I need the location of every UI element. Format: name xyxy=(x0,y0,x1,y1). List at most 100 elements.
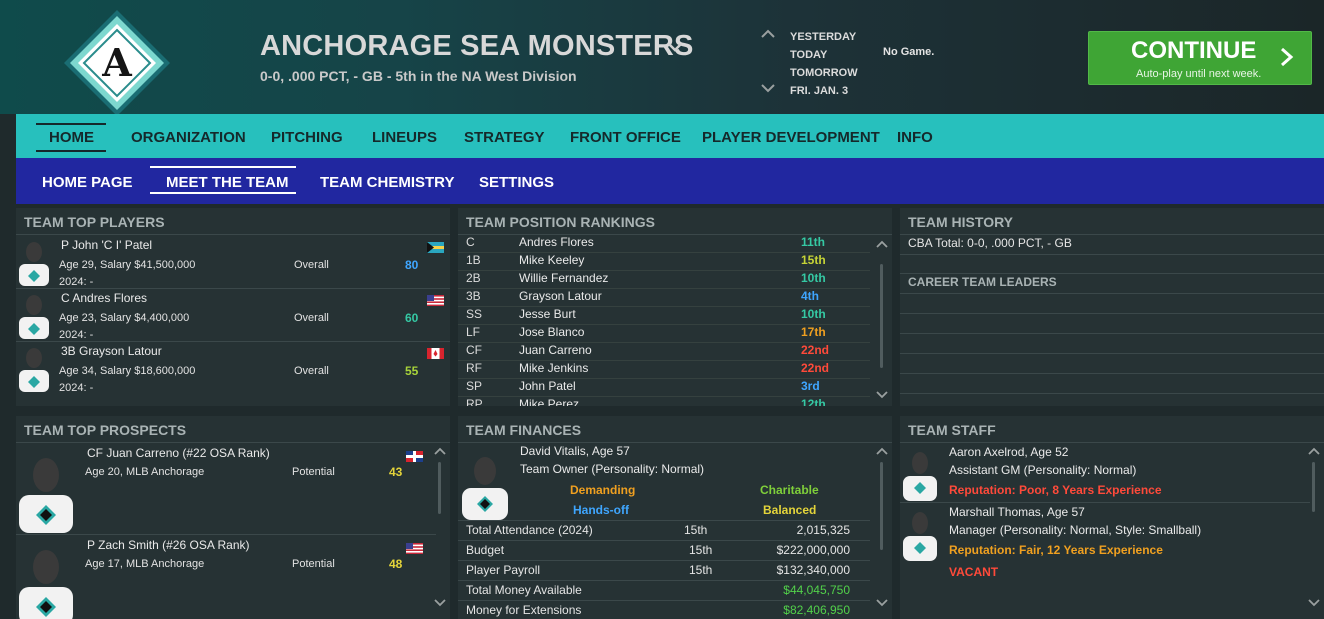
finance-label: Money for Extensions xyxy=(466,603,582,617)
team-finances-panel: TEAM FINANCES David Vitalis, Age 57 Team… xyxy=(458,416,892,619)
ranking-row[interactable]: 3B Grayson Latour 4th xyxy=(458,289,878,307)
chevron-down-icon[interactable] xyxy=(760,82,776,94)
continue-label: CONTINUE xyxy=(1131,37,1257,64)
scrollbar[interactable] xyxy=(880,462,883,550)
team-history-panel: TEAM HISTORY CBA Total: 0-0, .000 PCT, -… xyxy=(900,208,1324,406)
ranking-position: LF xyxy=(466,325,481,339)
ranking-position: 2B xyxy=(466,271,481,285)
nav-info[interactable]: INFO xyxy=(897,129,933,146)
ranking-row[interactable]: C Andres Flores 11th xyxy=(458,235,878,253)
owner-trait-hands-off: Hands-off xyxy=(573,503,629,517)
ranking-player-name[interactable]: John Patel xyxy=(519,379,576,393)
continue-subtitle: Auto-play until next week. xyxy=(1136,68,1262,80)
rating-value: 55 xyxy=(405,364,419,378)
ranking-row[interactable]: SP John Patel 3rd xyxy=(458,379,878,397)
prospect-name[interactable]: P Zach Smith (#26 OSA Rank) xyxy=(87,538,250,552)
scroll-down-icon[interactable] xyxy=(434,599,446,607)
owner-name[interactable]: David Vitalis, Age 57 xyxy=(520,444,630,458)
finance-rank: 15th xyxy=(689,563,713,577)
player-info: Age 34, Salary $18,600,000 xyxy=(59,365,196,377)
staff-name[interactable]: Marshall Thomas, Age 57 xyxy=(949,505,1085,519)
ranking-player-name[interactable]: Mike Jenkins xyxy=(519,361,589,375)
finance-label: Budget xyxy=(466,543,505,557)
player-name[interactable]: C Andres Flores xyxy=(61,291,148,305)
nav-strategy[interactable]: STRATEGY xyxy=(464,129,545,146)
staff-name[interactable]: Aaron Axelrod, Age 52 xyxy=(949,445,1069,459)
subnav-settings[interactable]: SETTINGS xyxy=(479,174,555,191)
scrollbar[interactable] xyxy=(438,462,441,514)
date-today[interactable]: TODAY xyxy=(790,49,828,61)
scroll-down-icon[interactable] xyxy=(876,599,888,607)
nav-home[interactable]: HOME xyxy=(49,129,94,146)
career-leaders-title: CAREER TEAM LEADERS xyxy=(908,275,1057,289)
team-name[interactable]: ANCHORAGE SEA MONSTERS xyxy=(260,30,694,62)
prospect-row[interactable]: P Zach Smith (#26 OSA Rank) Age 17, MLB … xyxy=(16,535,436,619)
ranking-row[interactable]: RF Mike Jenkins 22nd xyxy=(458,361,878,379)
ranking-row[interactable]: 1B Mike Keeley 15th xyxy=(458,253,878,271)
player-row[interactable]: C Andres Flores Age 23, Salary $4,400,00… xyxy=(16,289,450,341)
ranking-row[interactable]: RP Mike Perez 12th xyxy=(458,397,878,406)
date-next[interactable]: FRI. JAN. 3 xyxy=(790,85,849,97)
scroll-up-icon[interactable] xyxy=(434,447,446,455)
staff-reputation: Reputation: Poor, 8 Years Experience xyxy=(949,483,1162,497)
continue-button[interactable]: CONTINUE Auto-play until next week. xyxy=(1088,31,1312,85)
finance-label: Player Payroll xyxy=(466,563,541,577)
team-logo[interactable]: A xyxy=(62,8,172,118)
ranking-row[interactable]: LF Jose Blanco 17th xyxy=(458,325,878,343)
finance-row: Total Attendance (2024) 15th 2,015,325 xyxy=(458,523,878,543)
row-divider xyxy=(458,560,870,561)
player-silhouette-icon xyxy=(19,242,49,286)
row-divider xyxy=(458,342,870,343)
scroll-down-icon[interactable] xyxy=(1308,599,1320,607)
player-name[interactable]: P John 'C I' Patel xyxy=(61,238,153,252)
date-tomorrow[interactable]: TOMORROW xyxy=(790,67,858,79)
ranking-player-name[interactable]: Jesse Burt xyxy=(519,307,576,321)
ranking-player-name[interactable]: Juan Carreno xyxy=(519,343,592,357)
subnav-team-chemistry[interactable]: TEAM CHEMISTRY xyxy=(320,174,455,191)
date-yesterday[interactable]: YESTERDAY xyxy=(790,31,857,43)
subnav-meet-the-team[interactable]: MEET THE TEAM xyxy=(166,174,289,191)
nav-pitching[interactable]: PITCHING xyxy=(271,129,343,146)
player-row[interactable]: 3B Grayson Latour Age 34, Salary $18,600… xyxy=(16,342,450,394)
scroll-up-icon[interactable] xyxy=(876,240,888,248)
scrollbar[interactable] xyxy=(1312,462,1315,512)
prospect-name[interactable]: CF Juan Carreno (#22 OSA Rank) xyxy=(87,446,270,460)
ranking-player-name[interactable]: Mike Perez xyxy=(519,397,580,406)
nav-lineups[interactable]: LINEUPS xyxy=(372,129,438,146)
scrollbar[interactable] xyxy=(880,264,883,368)
subnav-home-page[interactable]: HOME PAGE xyxy=(42,174,133,191)
nav-organization[interactable]: ORGANIZATION xyxy=(131,129,246,146)
row-divider xyxy=(900,502,1310,503)
ranking-player-name[interactable]: Andres Flores xyxy=(519,235,594,249)
staff-row[interactable]: Aaron Axelrod, Age 52 Assistant GM (Pers… xyxy=(900,443,1310,501)
scroll-down-icon[interactable] xyxy=(876,391,888,399)
scroll-up-icon[interactable] xyxy=(1308,447,1320,455)
ranking-position: RF xyxy=(466,361,482,375)
row-divider xyxy=(458,270,870,271)
ranking-player-name[interactable]: Grayson Latour xyxy=(519,289,602,303)
finance-value: 2,015,325 xyxy=(796,523,850,537)
chevron-down-icon[interactable] xyxy=(666,38,684,56)
ranking-value: 22nd xyxy=(801,361,830,375)
ranking-player-name[interactable]: Willie Fernandez xyxy=(519,271,609,285)
ranking-row[interactable]: 2B Willie Fernandez 10th xyxy=(458,271,878,289)
player-name[interactable]: 3B Grayson Latour xyxy=(61,344,162,358)
ranking-position: RP xyxy=(466,397,483,406)
vacant-label[interactable]: VACANT xyxy=(949,565,999,579)
row-divider xyxy=(458,378,870,379)
ranking-position: SS xyxy=(466,307,483,321)
chevron-up-icon[interactable] xyxy=(760,28,776,40)
ranking-row[interactable]: SS Jesse Burt 10th xyxy=(458,307,878,325)
staff-row[interactable]: Marshall Thomas, Age 57 Manager (Persona… xyxy=(900,503,1310,561)
nav-front-office[interactable]: FRONT OFFICE xyxy=(570,129,681,146)
row-divider xyxy=(16,534,436,535)
player-row[interactable]: P John 'C I' Patel Age 29, Salary $41,50… xyxy=(16,236,450,288)
scroll-up-icon[interactable] xyxy=(876,447,888,455)
ranking-player-name[interactable]: Jose Blanco xyxy=(519,325,585,339)
prospect-row[interactable]: CF Juan Carreno (#22 OSA Rank) Age 20, M… xyxy=(16,443,436,533)
nav-player-development[interactable]: PLAYER DEVELOPMENT xyxy=(702,129,880,146)
ranking-row[interactable]: CF Juan Carreno 22nd xyxy=(458,343,878,361)
ranking-player-name[interactable]: Mike Keeley xyxy=(519,253,585,267)
usa-flag-icon xyxy=(427,295,444,306)
row-divider xyxy=(458,360,870,361)
